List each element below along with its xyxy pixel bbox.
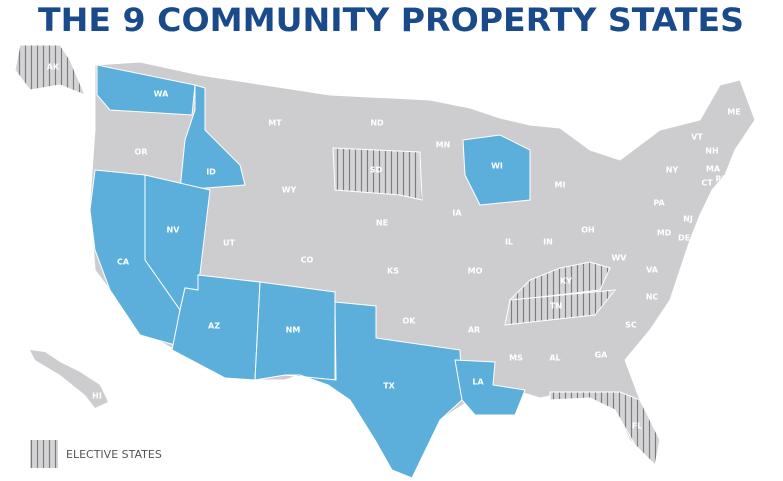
- state-shape: [454, 359, 526, 416]
- state-label: GA: [595, 351, 609, 360]
- state-label: HI: [92, 392, 102, 401]
- state-shape: [549, 391, 661, 467]
- state-label: MD: [657, 229, 672, 238]
- state-label: NC: [646, 293, 659, 302]
- legend-label: ELECTIVE STATES: [66, 448, 162, 461]
- state-shape: [332, 147, 423, 201]
- state-label: AR: [468, 326, 480, 335]
- state-label: WA: [154, 90, 169, 99]
- state-label: IN: [543, 238, 553, 247]
- state-label: RI: [715, 175, 724, 184]
- state-label: NH: [705, 147, 718, 156]
- state-label: AK: [47, 63, 60, 72]
- state-label: UT: [223, 239, 235, 248]
- state-label: VA: [646, 266, 659, 275]
- state-label: KS: [387, 267, 399, 276]
- state-label: TX: [383, 382, 395, 391]
- state-label: DE: [678, 234, 690, 243]
- state-label: WI: [491, 162, 503, 171]
- state-label: KY: [560, 277, 572, 286]
- state-label: OR: [135, 148, 148, 157]
- state-label: MN: [436, 141, 451, 150]
- state-label: IA: [452, 209, 462, 218]
- state-label: CO: [301, 256, 314, 265]
- state-label: SC: [625, 321, 637, 330]
- state-label: NV: [167, 226, 181, 235]
- state-shape: [284, 301, 463, 479]
- state-label: NY: [666, 166, 679, 175]
- state-label: NE: [376, 219, 388, 228]
- state-label: FL: [632, 422, 643, 431]
- state-label: OH: [581, 226, 595, 235]
- map-title: THE 9 COMMUNITY PROPERTY STATES: [38, 1, 744, 39]
- state-shape: [14, 44, 86, 96]
- state-label: ID: [206, 168, 216, 177]
- state-shape: [462, 134, 531, 206]
- state-label: WV: [611, 254, 627, 263]
- state-label: CT: [701, 179, 713, 188]
- state-label: TN: [550, 302, 562, 311]
- state-label: LA: [472, 378, 484, 387]
- state-label: MA: [706, 165, 721, 174]
- state-label: VT: [691, 133, 703, 142]
- state-shape: [89, 169, 181, 346]
- state-label: PA: [653, 199, 665, 208]
- state-label: OK: [403, 317, 417, 326]
- hawaii: [30, 350, 108, 408]
- state-shape: [96, 64, 196, 116]
- state-label: AZ: [208, 322, 220, 331]
- state-label: MT: [268, 119, 282, 128]
- state-label: ND: [370, 119, 384, 128]
- state-label: MO: [468, 267, 483, 276]
- state-label: WY: [282, 186, 297, 195]
- state-label: ME: [727, 108, 740, 117]
- legend-swatch: [30, 440, 58, 468]
- state-label: MS: [509, 354, 523, 363]
- state-label: NM: [286, 326, 301, 335]
- state-label: NJ: [683, 215, 693, 224]
- state-label: IL: [505, 238, 513, 247]
- state-label: MI: [555, 181, 566, 190]
- state-shape: [504, 289, 617, 326]
- state-label: CA: [117, 258, 130, 267]
- state-label: SD: [370, 166, 383, 175]
- state-label: AL: [549, 354, 560, 363]
- state-shape: [179, 84, 246, 191]
